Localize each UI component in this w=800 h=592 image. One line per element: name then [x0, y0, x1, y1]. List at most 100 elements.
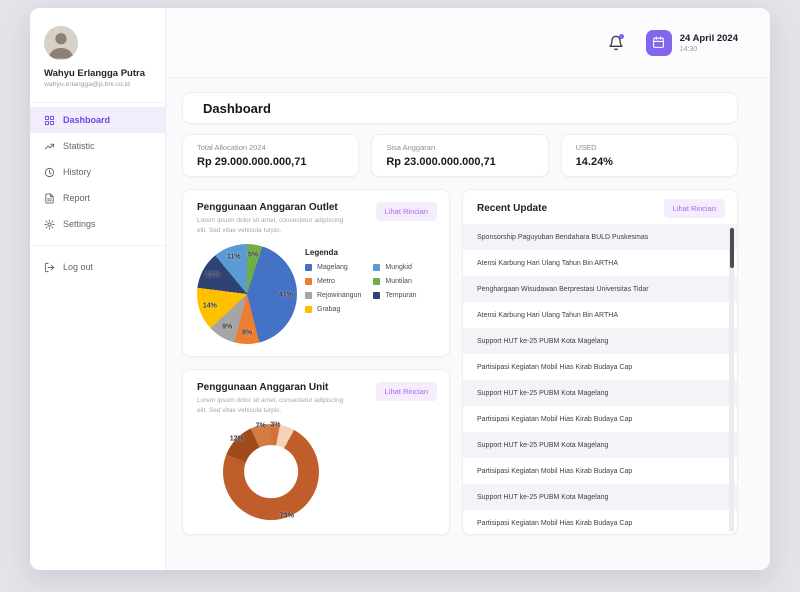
sidebar-item-label: Statistic [63, 141, 95, 151]
unit-panel-header: Penggunaan Anggaran Unit Lorem ipsum dol… [183, 370, 449, 416]
legend-item: Tempuran [373, 291, 417, 299]
legend-item: Grabag [305, 305, 361, 313]
history-icon [44, 167, 55, 178]
recent-update-header: Recent Update Lihat Rincian [463, 190, 737, 224]
outlet-panel-title: Penggunaan Anggaran Outlet [197, 202, 338, 213]
recent-update-title: Recent Update [477, 202, 548, 214]
outlet-pie-chart: 5% 41% 8% 9% 14% 12% 11% [197, 243, 297, 344]
sidebar-menu: Dashboard Statistic History Report Settings L… [30, 107, 165, 280]
user-email: wahyu.erlangga@p.bni.co.id [44, 81, 130, 88]
outlet-panel: Penggunaan Anggaran Outlet Lorem ipsum d… [182, 189, 450, 357]
legend-item: Magelang [305, 263, 361, 271]
lihat-rincian-button[interactable]: Lihat Rincian [663, 198, 725, 218]
recent-update-row[interactable]: Partisipasi Kegiatan Mobil Hias Kirab Bu… [477, 363, 633, 371]
topbar: 24 April 2024 14:30 [166, 8, 770, 78]
sidebar: Wahyu Erlangga Putra wahyu.erlangga@p.bn… [30, 8, 166, 570]
unit-chart-area: 3% 73% 12% 7% [183, 416, 449, 520]
legend-swatch [305, 305, 312, 313]
sidebar-item-dashboard[interactable]: Dashboard [30, 107, 165, 133]
stat-value: Rp 29.000.000.000,71 [197, 156, 307, 168]
recent-update-row[interactable]: Atensi Karbung Hari Ulang Tahun Bin ARTH… [477, 259, 618, 267]
sidebar-item-log-out[interactable]: Log out [30, 254, 165, 280]
sidebar-item-label: Report [63, 193, 91, 203]
settings-icon [44, 218, 55, 230]
legend-swatch [373, 277, 381, 285]
recent-update-row[interactable]: Penghargaan Wisudawan Berprestasi Univer… [463, 276, 737, 302]
unit-panel-title: Penggunaan Anggaran Unit [197, 382, 329, 393]
stat-value: Rp 23.000.000.000,71 [386, 156, 496, 168]
legend-item: Rejowinangun [305, 291, 362, 299]
sidebar-item-settings[interactable]: Settings [30, 211, 165, 237]
slice-percent-label: 3% [270, 421, 281, 429]
slice-percent-label: 41% [278, 291, 293, 299]
content: Dashboard Total Allocation 2024 Rp 29.00… [166, 78, 770, 570]
recent-update-row[interactable]: Support HUT ke-25 PUBM Kota Magelang [463, 432, 737, 458]
recent-update-row[interactable]: Partisipasi Kegiatan Mobil Hias Kirab Bu… [477, 519, 633, 527]
recent-update-row[interactable]: Sponsorship Paguyuban Bendahara BULD Pus… [463, 224, 737, 250]
sidebar-item-label: Settings [63, 219, 96, 229]
calendar-chip [645, 29, 672, 56]
legend-label: Rejowinangun [317, 291, 362, 299]
slice-percent-label: 5% [248, 251, 259, 259]
scrollbar-thumb[interactable] [729, 228, 734, 268]
sidebar-divider [30, 245, 165, 246]
scrollbar[interactable] [729, 226, 734, 532]
legend-swatch [305, 277, 312, 285]
legend-swatch [305, 263, 312, 271]
notification-dot [618, 33, 624, 39]
calendar-icon [653, 36, 665, 48]
stat-value: 14.24% [575, 156, 613, 168]
sidebar-item-label: Log out [63, 262, 94, 272]
stat-card-sisa-anggaran: Sisa Anggaran Rp 23.000.000.000,71 [371, 134, 549, 177]
lihat-rincian-button[interactable]: Lihat Rincian [375, 202, 437, 221]
recent-update-panel: Recent Update Lihat Rincian Sponsorship … [462, 189, 738, 535]
sidebar-item-label: History [63, 167, 92, 177]
slice-percent-label: 14% [202, 302, 217, 310]
bell-icon [609, 35, 623, 50]
recent-update-row[interactable]: Support HUT ke-25 PUBM Kota Magelang [463, 484, 737, 510]
sidebar-item-statistic[interactable]: Statistic [30, 133, 165, 159]
stat-card-used: USED 14.24% [560, 134, 738, 177]
legend-label: Tempuran [385, 291, 417, 299]
notifications-button[interactable] [608, 33, 624, 51]
legend-swatch [305, 291, 312, 299]
slice-percent-label: 12% [205, 271, 220, 279]
legend-label: Mungkid [385, 263, 412, 271]
legend-column-2: Mungkid Muntilan Tempuran [373, 263, 417, 313]
slice-percent-label: 9% [222, 323, 233, 331]
legend-item: Metro [305, 277, 361, 285]
recent-rows: Sponsorship Paguyuban Bendahara BULD Pus… [463, 224, 737, 534]
current-time: 14:30 [679, 45, 698, 53]
legend-item: Muntilan [373, 277, 416, 285]
donut-chart-wrap: 3% 73% 12% 7% [223, 421, 319, 520]
recent-update-row[interactable]: Partisipasi Kegiatan Mobil Hias Kirab Bu… [477, 415, 633, 423]
recent-update-row[interactable]: Atensi Karbung Hari Ulang Tahun Bin ARTH… [477, 311, 618, 319]
lihat-rincian-button[interactable]: Lihat Rincian [375, 382, 437, 401]
user-photo-icon [44, 26, 78, 60]
unit-panel: Penggunaan Anggaran Unit Lorem ipsum dol… [182, 369, 450, 535]
sidebar-item-report[interactable]: Report [30, 185, 165, 211]
legend-column-1: Magelang Metro Rejowinangun Grabag [305, 263, 362, 313]
statistic-icon [44, 141, 55, 152]
pie-chart-wrap: 5% 41% 8% 9% 14% 12% 11% [197, 243, 297, 344]
avatar[interactable] [44, 26, 78, 60]
legend-label: Metro [317, 277, 335, 285]
donut-hole [244, 444, 298, 499]
recent-update-row[interactable]: Partisipasi Kegiatan Mobil Hias Kirab Bu… [477, 467, 633, 475]
unit-donut-chart: 3% 73% 12% 7% [223, 421, 319, 520]
legend-swatch [373, 263, 381, 271]
panels-row: Penggunaan Anggaran Outlet Lorem ipsum d… [182, 189, 738, 535]
user-info: Wahyu Erlangga Putra wahyu.erlangga@p.bn… [30, 8, 165, 96]
legend-label: Magelang [317, 263, 348, 271]
chart-legend: Legenda Magelang Metro Rejowinangun Grabag … [305, 244, 417, 313]
recent-update-row[interactable]: Support HUT ke-25 PUBM Kota Magelang [463, 328, 737, 354]
sidebar-item-label: Dashboard [63, 115, 111, 125]
recent-list: Sponsorship Paguyuban Bendahara BULD Pus… [463, 224, 737, 534]
sidebar-divider [30, 102, 165, 103]
user-name: Wahyu Erlangga Putra [44, 68, 145, 79]
date-widget[interactable]: 24 April 2024 14:30 [645, 29, 738, 56]
stat-label: USED [575, 143, 597, 152]
page-header-card: Dashboard [182, 92, 738, 124]
recent-update-row[interactable]: Support HUT ke-25 PUBM Kota Magelang [463, 380, 737, 406]
sidebar-item-history[interactable]: History [30, 159, 165, 185]
